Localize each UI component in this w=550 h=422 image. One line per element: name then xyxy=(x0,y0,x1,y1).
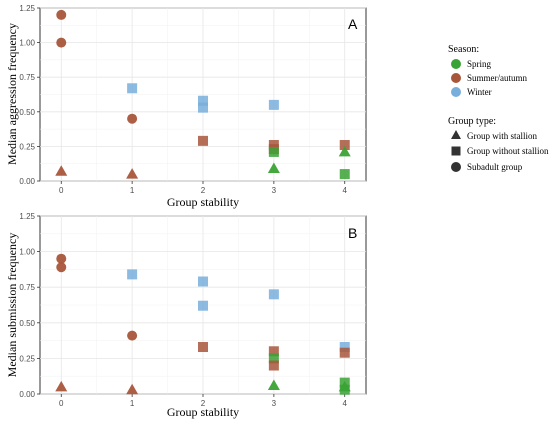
legend-circle-icon xyxy=(451,162,461,172)
x-tick-label: 4 xyxy=(343,399,348,408)
panel-a-point-subadult-summer xyxy=(56,37,67,48)
x-tick-label: 4 xyxy=(343,186,348,195)
legend-spring-label: Spring xyxy=(467,59,492,69)
legend-season-title: Season: xyxy=(448,44,479,55)
panel-a-point-subadult-summer xyxy=(127,113,138,124)
panel-a-point-nostallion-winter xyxy=(198,102,208,113)
panel-a-tag: A xyxy=(348,16,358,32)
y-tick-label: 0.75 xyxy=(19,283,35,292)
panel-a-point-nostallion-spring xyxy=(339,169,350,180)
panel-b-point-nostallion-spring xyxy=(339,384,350,395)
panel-a-point-nostallion-winter xyxy=(198,95,208,106)
legend-item-nostallion: Group without stallion xyxy=(451,146,549,156)
panel-a-point-nostallion-winter xyxy=(268,99,279,110)
y-tick-label: 1.25 xyxy=(19,212,35,221)
y-tick-label: 0.50 xyxy=(19,319,35,328)
panel-a-x-axis-title: Group stability xyxy=(167,195,239,209)
panel-b-point-subadult-summer xyxy=(56,262,67,273)
panel-a-point-stallion-spring xyxy=(267,162,280,174)
legend-item-summer: Summer/autumn xyxy=(451,73,527,83)
x-tick-label: 2 xyxy=(201,399,206,408)
x-tick-label: 1 xyxy=(130,399,135,408)
panel-b-point-nostallion-summer xyxy=(198,342,208,353)
panel-b-y-ticks: 0.00 0.25 0.50 0.75 1.00 1.25 xyxy=(19,212,40,399)
y-tick-label: 0.75 xyxy=(19,73,35,82)
y-tick-label: 0.25 xyxy=(19,142,35,151)
panel-a: 0.00 0.25 0.50 0.75 1.00 1.25 0 1 2 3 4 A Group s… xyxy=(5,4,367,209)
panel-a-points xyxy=(55,9,351,180)
panel-a-point-nostallion-summer xyxy=(198,135,208,146)
panel-a-y-ticks: 0.00 0.25 0.50 0.75 1.00 1.25 xyxy=(19,4,40,186)
panel-a-y-axis-title: Median aggression frequency xyxy=(5,23,19,165)
panel-b-point-nostallion-winter xyxy=(127,269,138,280)
panel-b-point-nostallion-summer xyxy=(339,347,350,358)
panel-b-point-nostallion-winter xyxy=(198,276,208,287)
panel-a-point-nostallion-summer xyxy=(339,140,350,151)
y-tick-label: 0.25 xyxy=(19,354,35,363)
legend-stallion-label: Group with stallion xyxy=(467,131,537,141)
panel-a-point-nostallion-winter xyxy=(127,83,138,94)
panel-b-point-nostallion-winter xyxy=(268,289,279,300)
y-tick-label: 0.00 xyxy=(19,390,35,399)
legend-spring-swatch xyxy=(451,59,461,69)
legend-summer-swatch xyxy=(451,73,461,83)
panel-b-tag: B xyxy=(348,225,357,241)
panel-b: 0.00 0.25 0.50 0.75 1.00 1.25 0 1 2 3 4 B Group s… xyxy=(5,212,367,419)
x-tick-label: 0 xyxy=(59,186,64,195)
panel-a-x-ticks: 0 1 2 3 4 xyxy=(59,181,348,195)
y-tick-label: 1.00 xyxy=(19,248,35,257)
panel-b-point-subadult-summer xyxy=(127,330,138,341)
panel-a-point-nostallion-spring xyxy=(268,146,279,157)
y-tick-label: 0.50 xyxy=(19,108,35,117)
legend-summer-label: Summer/autumn xyxy=(467,73,527,83)
panel-a-point-subadult-summer xyxy=(56,9,67,20)
legend-square-icon xyxy=(451,146,461,156)
y-tick-label: 1.25 xyxy=(19,4,35,13)
panel-b-points xyxy=(55,253,351,395)
panel-b-point-nostallion-spring xyxy=(268,353,279,364)
panel-b-x-axis-title: Group stability xyxy=(167,405,239,419)
legend: Season: Spring Summer/autumn Winter Grou… xyxy=(448,44,549,172)
legend-nostallion-label: Group without stallion xyxy=(467,146,549,156)
panel-a-point-stallion-spring xyxy=(338,145,351,157)
panel-b-point-subadult-summer xyxy=(56,253,67,264)
panel-b-point-nostallion-winter xyxy=(198,300,208,311)
y-tick-label: 0.00 xyxy=(19,177,35,186)
x-tick-label: 3 xyxy=(272,399,277,408)
y-tick-label: 1.00 xyxy=(19,39,35,48)
legend-group-title: Group type: xyxy=(448,116,496,127)
panel-a-point-stallion-summer xyxy=(126,168,139,179)
legend-winter-swatch xyxy=(451,87,461,97)
legend-item-spring: Spring xyxy=(451,59,492,69)
panel-b-point-nostallion-summer xyxy=(268,360,279,371)
legend-winter-label: Winter xyxy=(467,87,492,97)
legend-subadult-label: Subadult group xyxy=(467,162,523,172)
panel-b-point-stallion-spring xyxy=(267,379,280,390)
x-tick-label: 1 xyxy=(130,186,135,195)
panel-b-point-stallion-summer xyxy=(55,380,68,392)
x-tick-label: 2 xyxy=(201,186,206,195)
panel-b-grid xyxy=(40,215,366,395)
legend-item-subadult: Subadult group xyxy=(451,162,523,172)
panel-b-y-axis-title: Median submission frequency xyxy=(5,233,19,378)
legend-item-winter: Winter xyxy=(451,87,492,97)
x-tick-label: 3 xyxy=(272,186,277,195)
x-tick-label: 0 xyxy=(59,399,64,408)
legend-triangle-icon xyxy=(451,130,461,139)
panel-b-point-stallion-summer xyxy=(126,383,139,395)
panel-b-point-nostallion-winter xyxy=(339,342,350,353)
panel-a-point-stallion-summer xyxy=(55,165,68,176)
panel-b-point-nostallion-summer xyxy=(268,346,279,357)
legend-item-stallion: Group with stallion xyxy=(451,130,537,141)
